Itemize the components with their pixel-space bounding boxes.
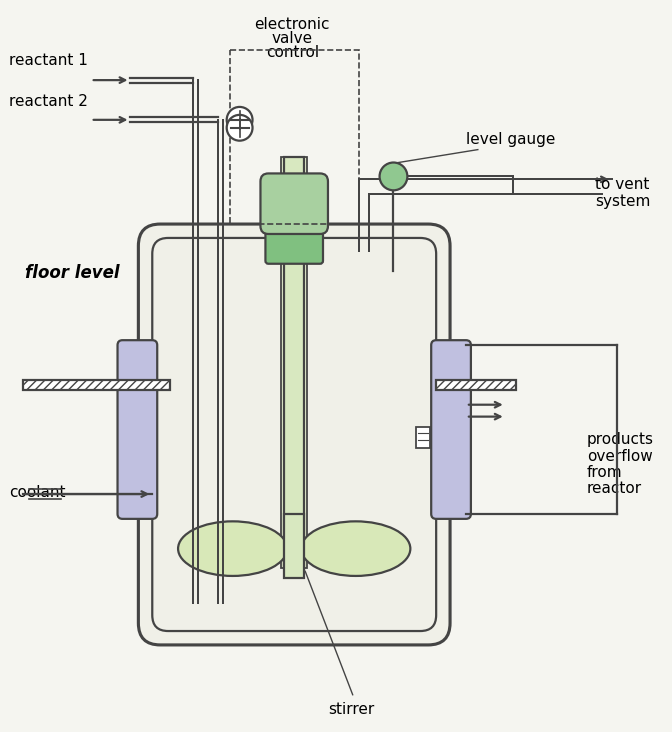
Text: level gauge: level gauge <box>466 132 555 147</box>
Bar <box>24 380 170 390</box>
Text: floor level: floor level <box>26 264 120 282</box>
Bar <box>230 51 359 224</box>
Text: reactant 2: reactant 2 <box>9 94 88 110</box>
Bar <box>417 427 430 449</box>
FancyBboxPatch shape <box>431 340 471 519</box>
FancyBboxPatch shape <box>118 340 157 519</box>
Circle shape <box>226 115 253 141</box>
Text: products: products <box>587 432 654 447</box>
Circle shape <box>226 107 253 132</box>
Text: to vent: to vent <box>595 177 649 192</box>
Text: coolant: coolant <box>9 485 66 499</box>
Text: from: from <box>587 465 623 479</box>
Text: system: system <box>595 194 650 209</box>
Text: electronic: electronic <box>255 17 330 32</box>
Ellipse shape <box>301 521 411 576</box>
Ellipse shape <box>178 521 287 576</box>
FancyBboxPatch shape <box>265 213 323 264</box>
Circle shape <box>380 163 407 190</box>
Bar <box>284 157 304 569</box>
Bar <box>282 157 307 569</box>
Text: control: control <box>265 45 319 60</box>
Text: valve: valve <box>271 31 312 46</box>
Bar <box>284 514 304 578</box>
Bar <box>436 380 515 390</box>
Text: reactant 1: reactant 1 <box>9 53 88 68</box>
Text: stirrer: stirrer <box>329 702 375 717</box>
FancyBboxPatch shape <box>138 224 450 645</box>
FancyBboxPatch shape <box>261 173 328 234</box>
Text: overflow: overflow <box>587 449 653 464</box>
Text: reactor: reactor <box>587 481 642 496</box>
